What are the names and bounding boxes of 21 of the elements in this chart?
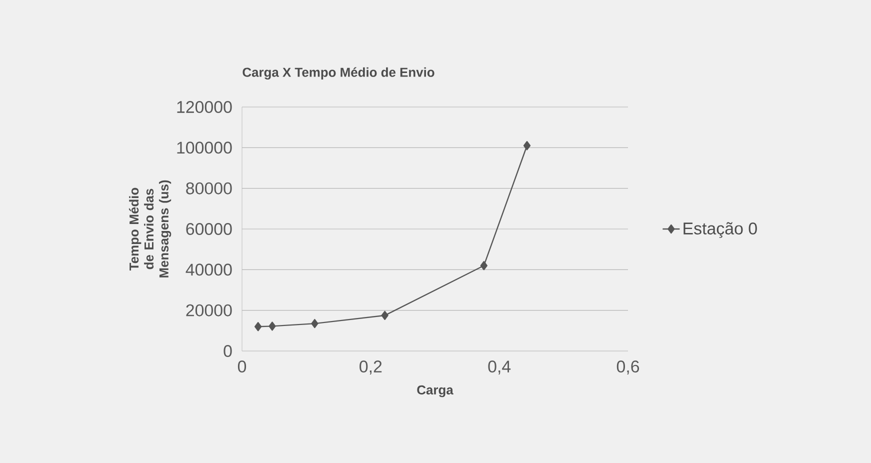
point bbox=[381, 310, 388, 320]
x-tick-label: 0 bbox=[238, 360, 246, 373]
y-axis-title: Tempo Médio de Envio das Mensagens (us) bbox=[128, 180, 172, 278]
point bbox=[523, 141, 531, 150]
x-axis-title: Carga bbox=[417, 385, 454, 398]
point bbox=[480, 261, 488, 270]
point bbox=[311, 318, 318, 328]
point bbox=[254, 322, 262, 332]
chart-title: Carga X Tempo Médio de Envio bbox=[242, 67, 434, 80]
point bbox=[268, 322, 276, 331]
x-tick-label: 0,4 bbox=[488, 360, 511, 375]
y-tick-label: 60000 bbox=[186, 223, 232, 235]
y-tick-label: 20000 bbox=[186, 304, 232, 316]
y-tick-label: 120000 bbox=[177, 101, 232, 113]
legend-label: Estação 0 bbox=[684, 222, 757, 238]
x-tick-label: 0,6 bbox=[616, 360, 640, 375]
y-tick-label: 80000 bbox=[186, 182, 232, 194]
y-tick-label: 40000 bbox=[186, 264, 232, 276]
x-tick-label: 0,2 bbox=[360, 360, 382, 375]
y-tick-label: 100000 bbox=[177, 142, 232, 154]
y-tick-label: 0 bbox=[224, 345, 232, 357]
